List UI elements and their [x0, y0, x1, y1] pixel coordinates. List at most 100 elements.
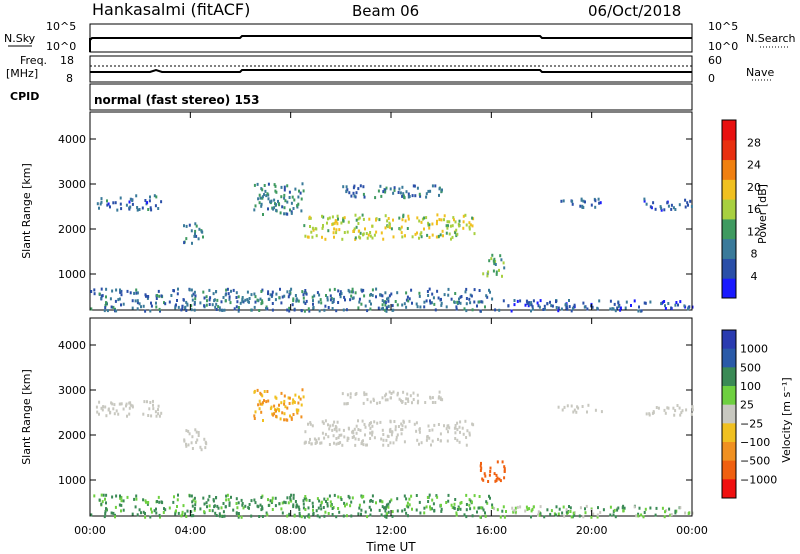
power-cell [312, 299, 314, 303]
power-cell [614, 309, 617, 313]
power-cell [303, 309, 306, 313]
vel-cell [539, 512, 542, 516]
power-cell [185, 300, 188, 304]
power-cell [670, 203, 673, 207]
velocity-colorbar-tick: 25 [740, 399, 754, 412]
power-cell [144, 309, 147, 313]
power-cell [100, 200, 103, 204]
vel-cell [371, 430, 374, 434]
power-cell [418, 219, 421, 223]
vel-cell [366, 398, 369, 402]
velocity-ylabel: Slant Range [km] [20, 369, 33, 465]
vel-cell [267, 399, 270, 403]
vel-cell [447, 493, 450, 497]
power-cell [363, 195, 366, 199]
vel-cell [333, 427, 336, 431]
power-cell [582, 206, 585, 209]
power-cell [660, 208, 663, 212]
power-cell [679, 300, 682, 304]
vel-cell [237, 513, 240, 517]
vel-cell [358, 503, 361, 507]
power-cell [193, 234, 196, 238]
vel-cell [388, 390, 391, 394]
vel-cell [206, 505, 208, 509]
power-cell [215, 290, 217, 294]
vel-cell [203, 437, 206, 441]
vel-cell [110, 401, 113, 405]
power-cell [223, 308, 226, 312]
power-cell [637, 309, 640, 313]
power-cell [111, 289, 114, 293]
vel-cell [532, 505, 535, 509]
vel-cell [369, 426, 372, 430]
power-cell [400, 225, 403, 229]
vel-cell [440, 509, 443, 513]
vel-cell [585, 504, 588, 508]
vel-cell [481, 477, 484, 481]
vel-cell [663, 515, 666, 519]
power-colorbar-swatch [722, 278, 736, 299]
vel-cell [237, 512, 240, 515]
vel-cell [418, 500, 421, 504]
vel-cell [191, 435, 194, 439]
power-cell [332, 222, 335, 226]
power-cell [366, 236, 369, 240]
power-cell [235, 305, 238, 309]
power-cell [267, 197, 270, 201]
vel-cell [454, 498, 457, 501]
vel-cell [380, 513, 383, 517]
power-cell [421, 217, 424, 221]
vel-cell [567, 510, 569, 514]
vel-cell [339, 441, 342, 445]
vel-cell [484, 511, 486, 515]
vel-cell [392, 390, 395, 394]
power-cell [392, 308, 395, 312]
vel-cell [562, 505, 565, 509]
vel-cell [676, 404, 679, 407]
vel-cell [122, 407, 125, 411]
vel-cell [355, 392, 358, 395]
vel-cell [370, 499, 372, 502]
power-cell [531, 305, 534, 309]
power-cell [434, 308, 437, 312]
power-cell [666, 201, 669, 205]
power-cell [321, 214, 323, 218]
vel-cell [415, 421, 418, 425]
vel-cell [455, 513, 458, 517]
power-cell [213, 299, 216, 303]
vel-cell [286, 406, 289, 410]
power-cell [237, 295, 240, 299]
power-colorbar-tick: 24 [747, 159, 761, 172]
power-cell [331, 301, 334, 304]
vel-cell [400, 422, 403, 426]
power-cell [465, 309, 468, 313]
power-cell [401, 235, 404, 239]
vel-cell [592, 512, 595, 516]
power-cell [428, 287, 431, 291]
power-cell [660, 206, 663, 210]
vel-cell [398, 397, 401, 401]
power-cell [667, 302, 670, 305]
vel-cell [473, 506, 476, 510]
vel-cell [365, 392, 368, 396]
vel-cell [324, 432, 327, 436]
vel-cell [361, 419, 364, 423]
power-cell [382, 190, 385, 194]
vel-cell [260, 508, 263, 512]
power-cell [105, 301, 107, 305]
power-cell [158, 294, 161, 298]
vel-cell [596, 513, 599, 517]
power-cell [411, 235, 414, 239]
vel-cell [298, 511, 301, 515]
power-cell [346, 230, 349, 234]
power-cell [468, 221, 471, 225]
power-cell [443, 293, 446, 297]
vel-cell [271, 499, 274, 503]
vel-cell [488, 494, 490, 498]
vel-cell [111, 402, 114, 406]
power-cell [120, 289, 123, 293]
nsky-label: N.Sky [4, 32, 36, 45]
vel-cell [286, 514, 289, 518]
power-cell [380, 231, 383, 235]
